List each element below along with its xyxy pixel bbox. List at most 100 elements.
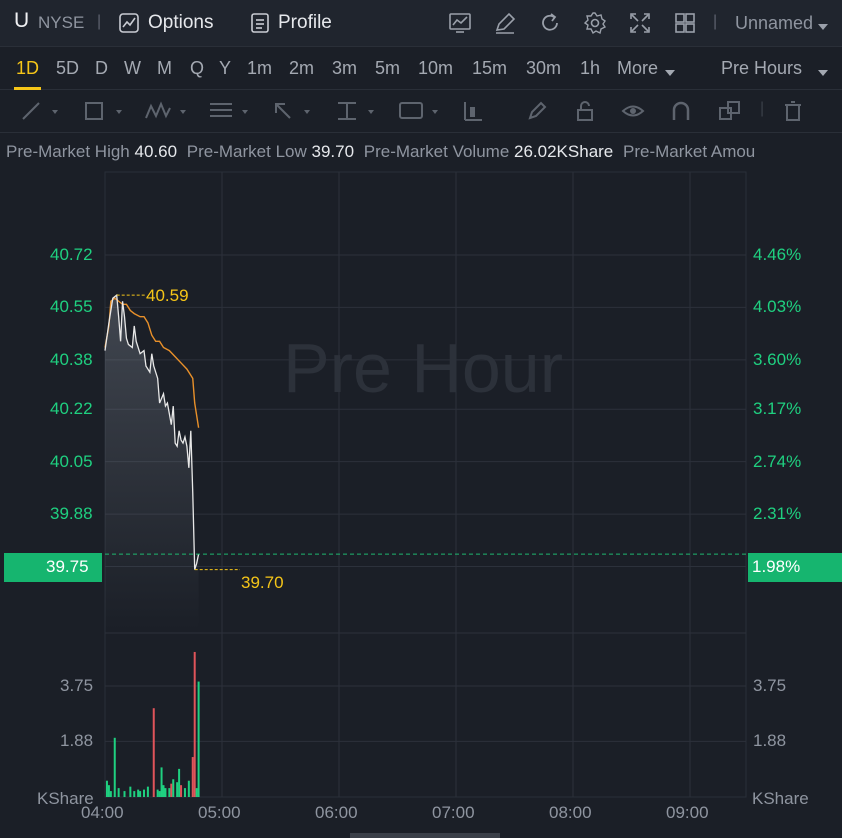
- stat-label-high: Pre-Market High: [6, 142, 130, 161]
- volume-bar: [170, 783, 173, 797]
- layout-grid-icon[interactable]: [673, 11, 697, 40]
- horizontal-scrollbar[interactable]: [350, 833, 500, 838]
- timeframe-y[interactable]: Y: [219, 58, 232, 78]
- fibonacci-tool-icon[interactable]: [208, 100, 252, 127]
- timeframe-1d[interactable]: 1D: [13, 58, 42, 90]
- current-percent-badge: 1.98%: [748, 553, 842, 582]
- arrow-tool-icon[interactable]: [272, 100, 316, 127]
- drawing-tools-bar: |: [0, 90, 842, 133]
- candle-tool-icon[interactable]: [462, 100, 484, 127]
- percent-tick-label: 4.03%: [753, 297, 802, 317]
- stat-value-volume: 26.02KShare: [514, 142, 614, 161]
- chevron-down-icon[interactable]: [818, 18, 828, 36]
- volume-unit-right: KShare: [752, 789, 809, 808]
- chart-grid: [104, 171, 747, 798]
- premarket-stats: Pre-Market High 40.60 Pre-Market Low 39.…: [6, 142, 755, 162]
- trash-icon[interactable]: [783, 100, 803, 127]
- profile-icon[interactable]: [250, 12, 270, 39]
- timeframe-more[interactable]: More: [617, 58, 659, 78]
- volume-bar: [191, 757, 194, 797]
- profile-button[interactable]: Profile: [278, 12, 332, 33]
- price-area: [105, 295, 199, 630]
- layout-name-dropdown[interactable]: Unnamed: [735, 13, 814, 33]
- volume-bar: [172, 779, 175, 797]
- trend-line-tool-icon[interactable]: [20, 100, 60, 127]
- magnet-icon[interactable]: [670, 100, 692, 127]
- volume-bar: [176, 782, 179, 797]
- time-tick-label: 09:00: [666, 803, 709, 822]
- timeframe-w[interactable]: W: [124, 58, 141, 78]
- session-chevron-icon[interactable]: [818, 64, 828, 82]
- timeframe-m[interactable]: M: [157, 58, 172, 78]
- chart-watermark: Pre Hour: [283, 329, 563, 407]
- stat-label-amount: Pre-Market Amou: [623, 142, 756, 161]
- volume-bar: [105, 780, 108, 797]
- timeframe-bar: [0, 47, 842, 90]
- lock-icon[interactable]: [574, 100, 596, 127]
- price-tick-label: 40.05: [50, 451, 93, 471]
- stat-value-low: 39.70: [311, 142, 355, 161]
- timeframe-3m[interactable]: 3m: [332, 58, 358, 78]
- price-tick-label: 39.88: [50, 504, 93, 524]
- timeframe-1h[interactable]: 1h: [580, 58, 601, 78]
- brush-tool-icon[interactable]: [526, 100, 548, 127]
- session-dropdown[interactable]: Pre Hours: [721, 58, 803, 78]
- volume-bar: [139, 791, 142, 797]
- percent-tick-label: 2.31%: [753, 504, 802, 524]
- time-tick-label: 05:00: [198, 803, 241, 822]
- timeframe-q[interactable]: Q: [190, 58, 205, 78]
- volume-bars: [105, 651, 200, 797]
- percent-tick-label: 3.60%: [753, 349, 802, 369]
- volume-bar: [193, 651, 196, 797]
- volume-bar: [158, 791, 161, 797]
- volume-bar: [133, 791, 136, 797]
- time-tick-label: 06:00: [315, 803, 358, 822]
- rectangle-tool-icon[interactable]: [84, 100, 124, 127]
- timeframe-15m[interactable]: 15m: [472, 58, 508, 78]
- gear-icon[interactable]: [583, 11, 607, 40]
- price-line: [104, 293, 200, 570]
- draw-pen-icon[interactable]: [493, 11, 517, 40]
- measure-tool-icon[interactable]: [336, 100, 380, 127]
- current-percent-value: 1.98%: [752, 557, 801, 576]
- text-tool-icon[interactable]: [398, 100, 442, 127]
- volume-bar: [123, 791, 126, 797]
- more-chevron-icon[interactable]: [665, 64, 675, 82]
- volume-bar: [183, 788, 186, 797]
- volume-unit-left: KShare: [37, 789, 94, 808]
- pattern-tool-icon[interactable]: [144, 100, 188, 127]
- eye-icon[interactable]: [621, 100, 645, 127]
- volume-bar: [195, 788, 198, 797]
- exchange-label: NYSE: [38, 13, 85, 32]
- volume-bar: [137, 789, 140, 797]
- price-series: [104, 293, 200, 630]
- ticker-symbol[interactable]: U: [14, 9, 30, 32]
- timeframe-30m[interactable]: 30m: [526, 58, 562, 78]
- time-tick-label: 07:00: [432, 803, 475, 822]
- volume-bar: [187, 780, 190, 797]
- refresh-icon[interactable]: [538, 11, 562, 40]
- timeframe-1m[interactable]: 1m: [247, 58, 273, 78]
- options-button[interactable]: Options: [148, 12, 214, 33]
- price-tick-label: 40.22: [50, 399, 93, 419]
- stat-value-high: 40.60: [134, 142, 178, 161]
- timeframe-5m[interactable]: 5m: [375, 58, 401, 78]
- layers-icon[interactable]: [718, 100, 742, 127]
- volume-tick-label-right: 3.75: [753, 676, 787, 695]
- options-icon[interactable]: [118, 12, 140, 39]
- percent-tick-label: 3.17%: [753, 399, 802, 419]
- timeframe-2m[interactable]: 2m: [289, 58, 315, 78]
- fullscreen-icon[interactable]: [628, 11, 652, 40]
- low-price-label: 39.70: [241, 573, 284, 592]
- volume-bar: [146, 786, 149, 797]
- price-annotations: [105, 294, 746, 571]
- volume-bar: [197, 681, 200, 797]
- top-toolbar: U NYSE | Options Profile | Unnamed: [0, 0, 842, 47]
- volume-bar: [107, 785, 110, 797]
- timeframe-d[interactable]: D: [95, 58, 108, 78]
- indicator-chart-icon[interactable]: [448, 11, 472, 40]
- timeframe-10m[interactable]: 10m: [418, 58, 454, 78]
- volume-bar: [162, 785, 165, 797]
- timeframe-5d[interactable]: 5D: [56, 58, 80, 78]
